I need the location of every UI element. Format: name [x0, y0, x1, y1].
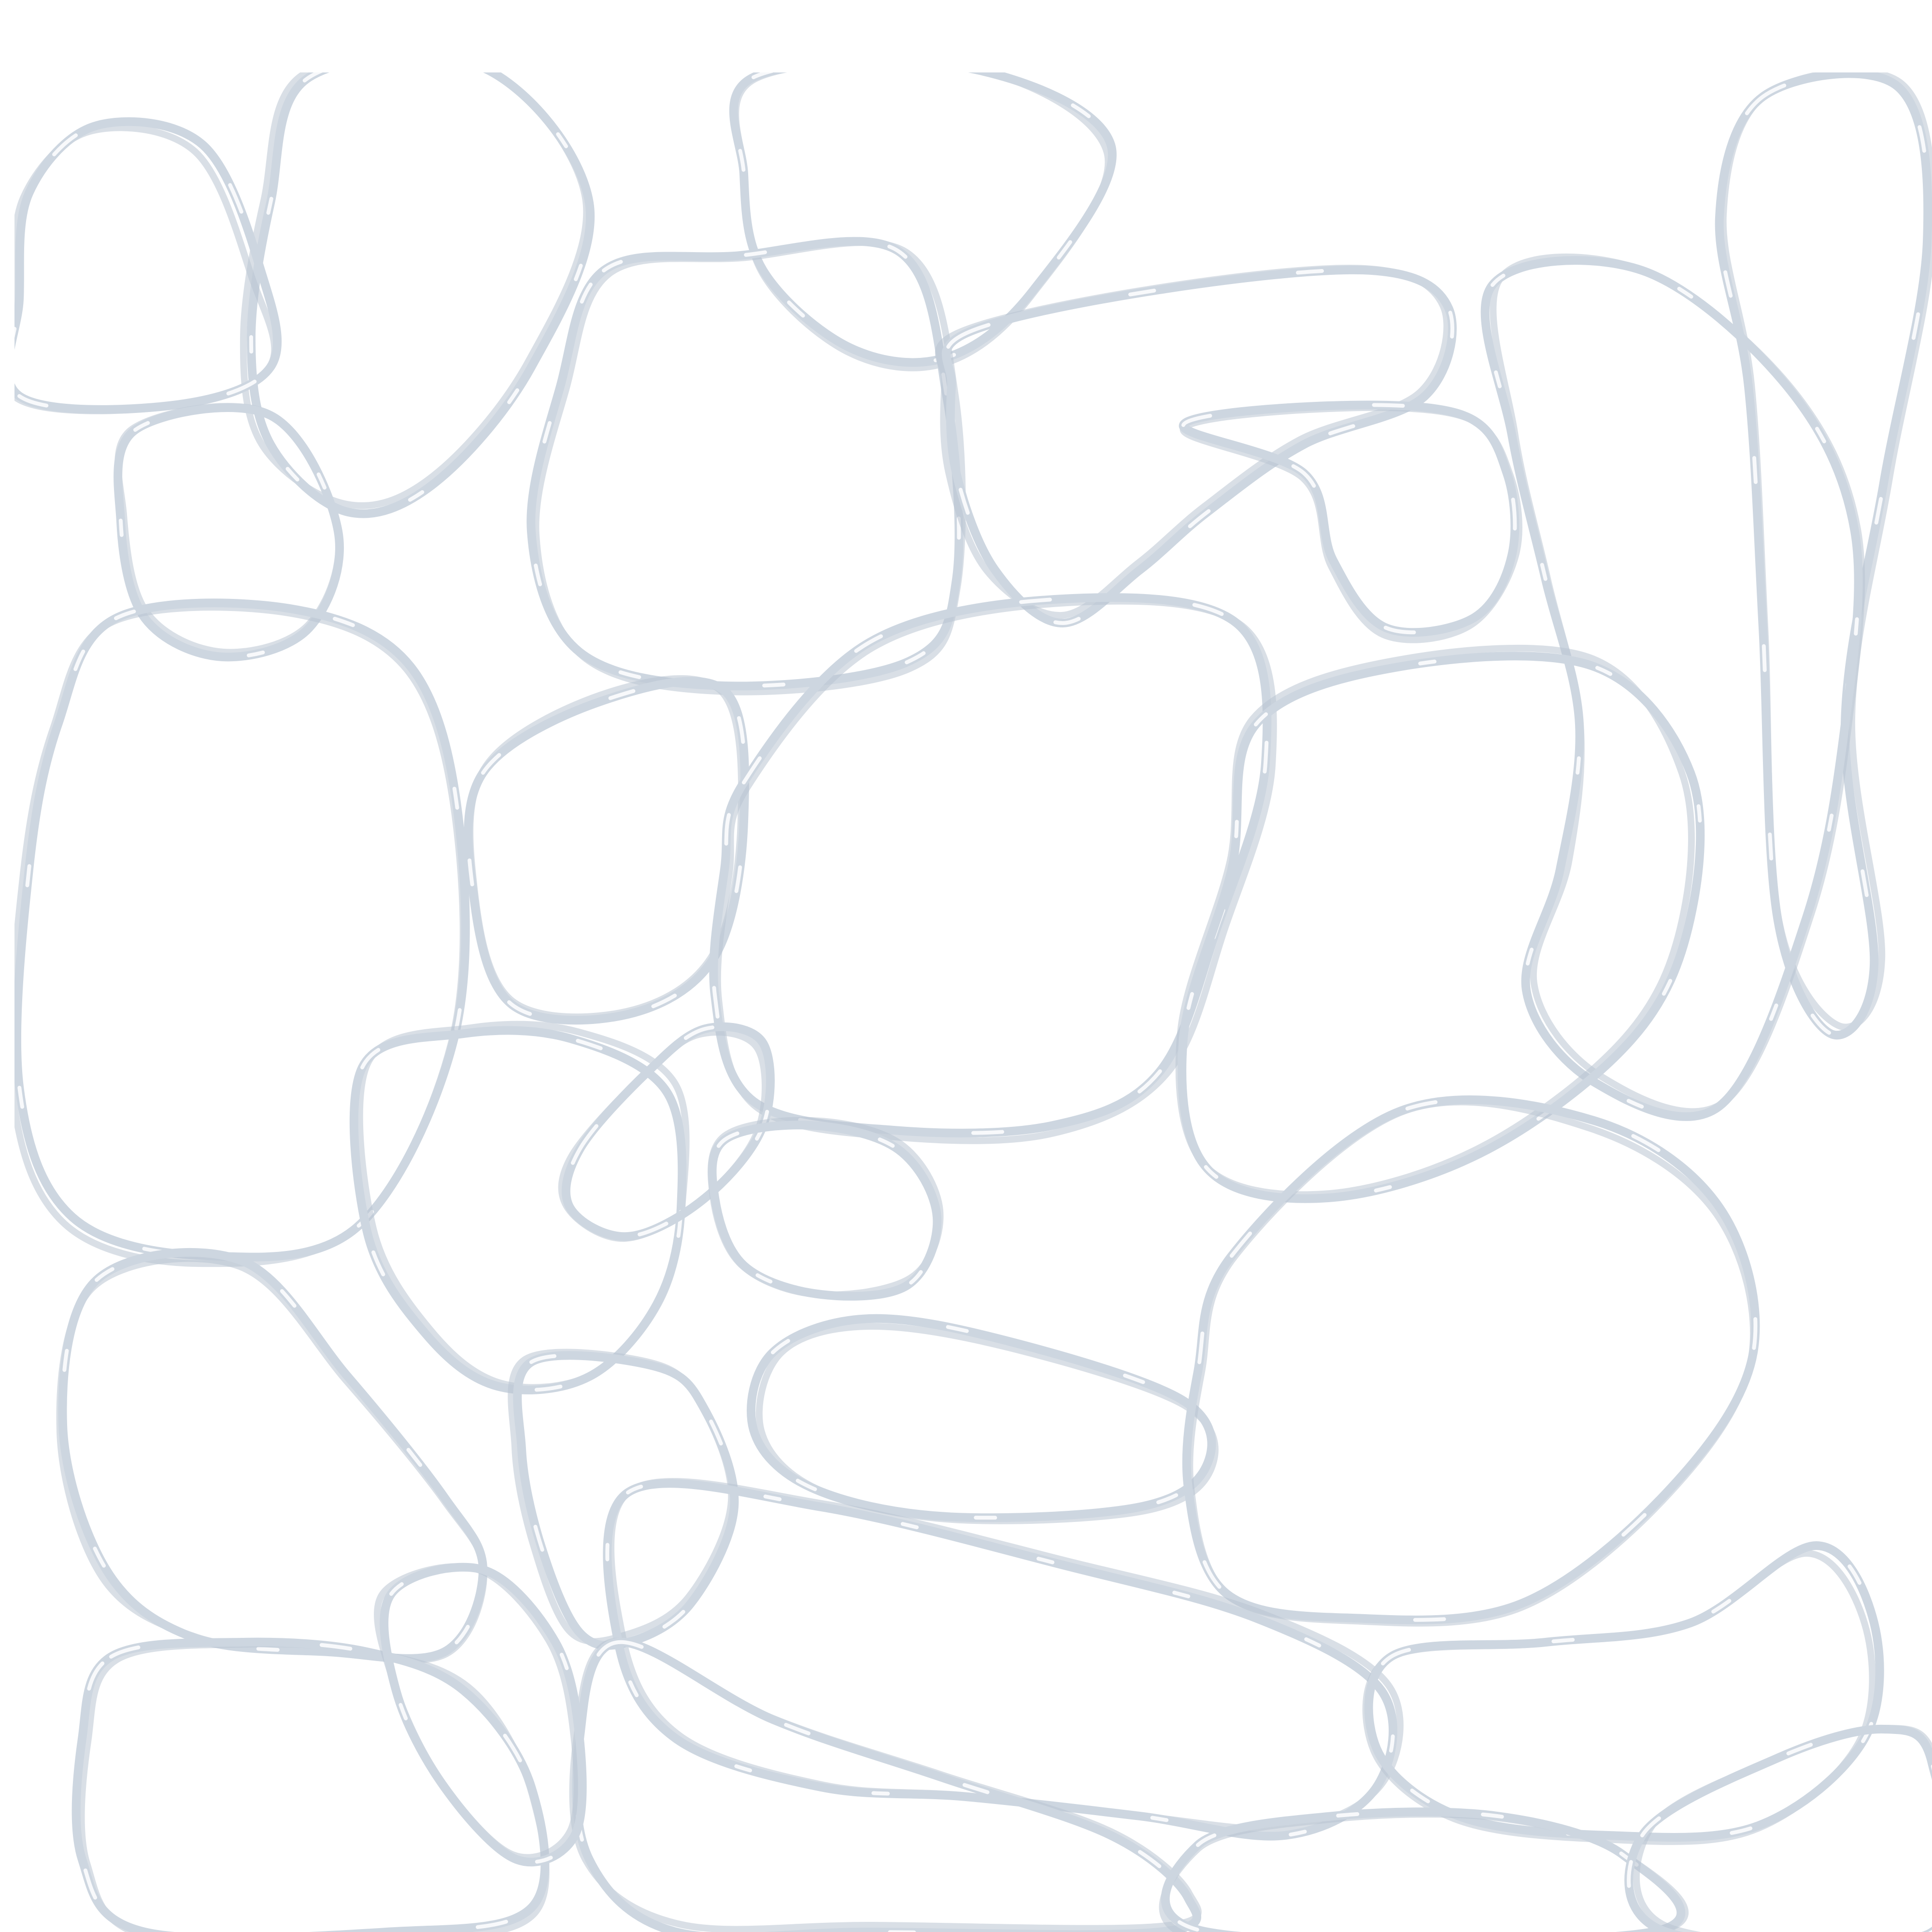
- pebble-outline: [729, 72, 1117, 371]
- pebble-outline: [709, 593, 1277, 1144]
- pebble-outline: [1480, 253, 1865, 1121]
- pebble-outline: [603, 1478, 1404, 1841]
- pebble-outline: [569, 1637, 1202, 1932]
- pebble-outline: [1159, 1807, 1689, 1932]
- pebble-outline: [508, 1349, 739, 1650]
- pebble-outline: [373, 1563, 587, 1867]
- pebble-outline: [1182, 1095, 1760, 1627]
- pebble-outline: [56, 1248, 488, 1664]
- pebble-outline: [1175, 644, 1705, 1203]
- pebble-outline: [240, 72, 595, 518]
- pebble-outline: [114, 403, 344, 662]
- pebble-outline: [1179, 400, 1522, 643]
- pebble-outline: [1624, 1724, 1932, 1932]
- pebble-outline: [747, 1314, 1219, 1524]
- pebble-outline: [526, 237, 966, 696]
- pebble-outline: [1715, 72, 1932, 1040]
- pebble-outline: [14, 117, 282, 414]
- pebble-outline: [71, 1637, 550, 1932]
- pebble-outline: [14, 598, 470, 1267]
- pebble-outline: [464, 675, 749, 1025]
- pebble-outline: [349, 1021, 690, 1394]
- pebble-outline: [708, 1117, 944, 1301]
- pebble-outline: [935, 265, 1457, 627]
- pebble-outline: [1362, 1541, 1884, 1845]
